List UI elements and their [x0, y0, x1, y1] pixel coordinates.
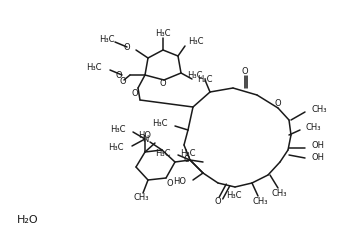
Text: HO: HO	[173, 178, 186, 186]
Text: CH₃: CH₃	[133, 193, 149, 203]
Text: O: O	[215, 197, 221, 207]
Text: O: O	[120, 77, 126, 87]
Text: O: O	[275, 98, 281, 107]
Text: H₃C: H₃C	[110, 124, 126, 133]
Text: H₃C: H₃C	[86, 63, 102, 72]
Text: O: O	[124, 42, 130, 52]
Text: HO: HO	[138, 131, 152, 141]
Text: CH₃: CH₃	[252, 196, 268, 206]
Text: CH₃: CH₃	[311, 104, 327, 114]
Text: O: O	[132, 89, 138, 97]
Text: OH: OH	[311, 154, 324, 162]
Text: CH₃: CH₃	[271, 188, 287, 197]
Text: H₃C: H₃C	[188, 71, 203, 81]
Text: H₃C: H₃C	[197, 74, 212, 84]
Text: CH₃: CH₃	[306, 124, 321, 132]
Text: H₃C: H₃C	[188, 37, 203, 47]
Text: N: N	[142, 134, 148, 144]
Text: O: O	[167, 179, 173, 187]
Text: O: O	[242, 67, 248, 76]
Text: H₃C: H₃C	[109, 143, 124, 152]
Text: H₃C: H₃C	[155, 149, 171, 157]
Text: O: O	[160, 79, 166, 88]
Text: H₃C: H₃C	[226, 190, 242, 199]
Text: H₃C: H₃C	[155, 30, 171, 38]
Text: H₃C: H₃C	[181, 149, 196, 157]
Text: OH: OH	[311, 142, 324, 151]
Text: O: O	[115, 70, 122, 80]
Text: O: O	[183, 155, 190, 164]
Text: H₂O: H₂O	[17, 215, 39, 225]
Text: H₃C: H₃C	[153, 120, 168, 128]
Text: H₃C: H₃C	[99, 34, 115, 43]
